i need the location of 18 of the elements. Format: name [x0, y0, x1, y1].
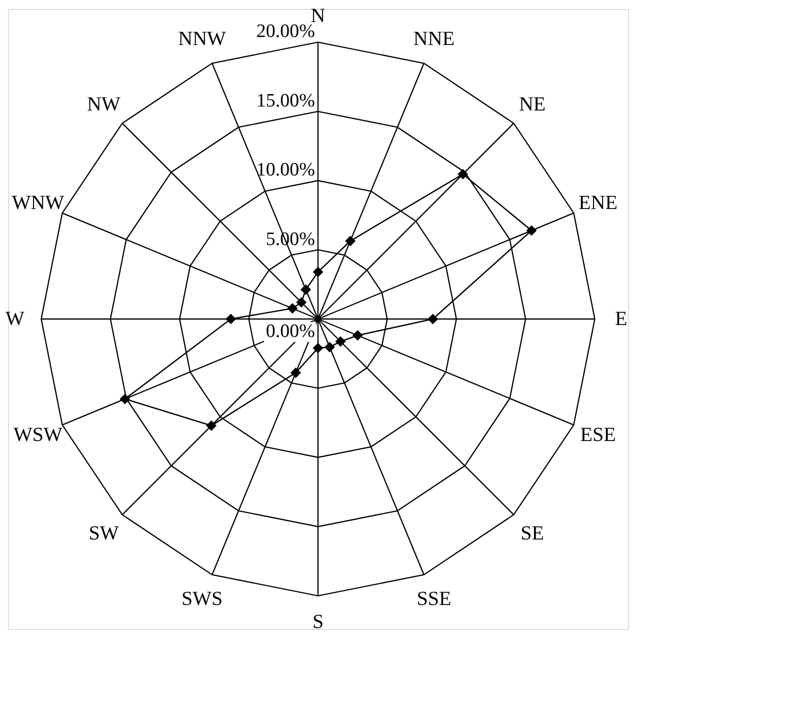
- spoke-label: E: [614, 308, 628, 330]
- spoke-label: WSW: [14, 424, 63, 446]
- spoke-label: NNW: [178, 28, 226, 50]
- spoke-label: SSE: [416, 588, 452, 610]
- y-tick-label: 0.00%: [266, 321, 316, 342]
- y-tick-label: 15.00%: [256, 90, 316, 112]
- spoke-label: ENE: [578, 192, 618, 214]
- spoke-label: W: [5, 308, 24, 330]
- y-tick-label: 10.00%: [256, 160, 316, 181]
- spoke-label: NW: [87, 94, 120, 116]
- spoke-label: SE: [520, 522, 544, 544]
- spoke-label: SW: [88, 522, 119, 544]
- spoke-label: WNW: [12, 192, 64, 214]
- spoke-label: S: [312, 611, 324, 634]
- spoke-label: SWS: [181, 588, 223, 610]
- spoke-label: NE: [518, 94, 546, 116]
- spoke-label: ESE: [580, 424, 616, 446]
- spoke-label: NNE: [413, 28, 455, 50]
